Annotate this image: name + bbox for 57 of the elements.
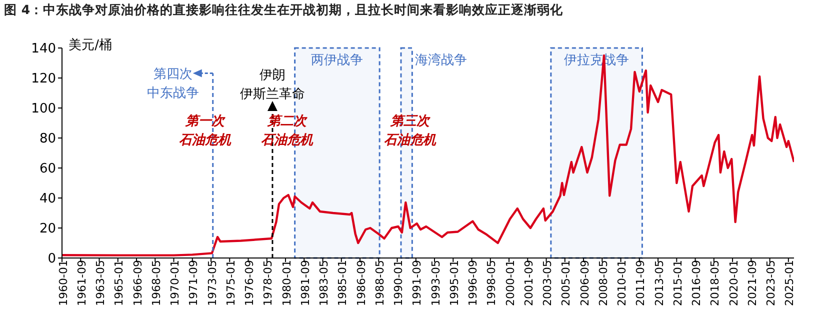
x-tick-label: 1970-01 xyxy=(168,260,182,306)
x-tick-label: 2005-01 xyxy=(560,260,573,306)
y-tick-label: 60 xyxy=(39,162,56,177)
annotation: 第三次石油危机 xyxy=(383,113,438,150)
x-tick-label: 1988-05 xyxy=(373,260,386,306)
annotation: 第二次石油危机 xyxy=(260,113,314,150)
x-tick-label: 2010-01 xyxy=(616,260,629,306)
x-tick-label: 1961-09 xyxy=(75,260,88,306)
x-tick-label: 2000-01 xyxy=(504,260,517,306)
x-tick-label: 1985-01 xyxy=(336,260,350,306)
x-tick-label: 2003-05 xyxy=(541,260,554,306)
x-tick-label: 1995-01 xyxy=(448,260,461,306)
x-tick-label: 1980-01 xyxy=(280,260,294,306)
x-tick-label: 1986-09 xyxy=(354,260,368,306)
y-tick-label: 140 xyxy=(31,42,56,57)
x-tick-label: 1963-05 xyxy=(94,260,108,306)
ref-line-label: 第四次中东战争 xyxy=(146,67,199,102)
x-tick-label: 2021-09 xyxy=(746,260,759,306)
y-tick-label: 100 xyxy=(31,102,56,117)
x-tick-label: 1993-05 xyxy=(429,260,442,306)
ref-line-label: 伊朗伊斯兰革命 xyxy=(240,67,305,102)
x-tick-label: 1966-09 xyxy=(131,260,144,306)
x-tick-label: 2025-01 xyxy=(783,260,796,306)
x-tick-label: 2006-09 xyxy=(578,260,592,306)
x-tick-label: 2020-01 xyxy=(727,260,740,306)
x-tick-label: 1968-05 xyxy=(150,260,163,306)
x-tick-label: 1975-01 xyxy=(224,260,238,306)
x-tick-label: 2016-09 xyxy=(690,260,704,306)
x-tick-label: 2013-05 xyxy=(652,260,666,306)
annotation: 第一次石油危机 xyxy=(178,113,232,150)
y-tick-label: 80 xyxy=(39,132,56,147)
x-tick-label: 1996-09 xyxy=(466,260,480,306)
y-tick-label: 0 xyxy=(48,252,56,267)
x-tick-label: 1976-09 xyxy=(243,260,256,306)
x-tick-label: 2023-05 xyxy=(764,260,778,306)
x-tick-label: 2015-01 xyxy=(671,260,684,306)
x-tick-label: 1973-05 xyxy=(206,260,219,306)
x-tick-label: 1971-09 xyxy=(187,260,200,306)
y-axis-title: 美元/桶 xyxy=(68,37,112,54)
x-tick-label: 2018-05 xyxy=(708,260,722,306)
band-label: 两伊战争 xyxy=(311,53,364,68)
x-tick-label: 1990-01 xyxy=(392,260,406,306)
y-tick-label: 40 xyxy=(39,192,56,207)
x-tick-label: 1965-01 xyxy=(112,260,126,306)
x-tick-label: 2001-09 xyxy=(522,260,536,306)
chart-title: 图 4：中东战争对原油价格的直接影响往往发生在开战初期，且拉长时间来看影响效应正逐渐弱化 xyxy=(4,2,564,19)
y-tick-label: 20 xyxy=(39,222,56,237)
band-label: 海湾战争 xyxy=(415,52,468,68)
x-tick-label: 1998-05 xyxy=(485,260,498,306)
x-tick-label: 2008-05 xyxy=(596,260,610,306)
x-tick-label: 2011-09 xyxy=(634,260,648,306)
x-tick-label: 1978-05 xyxy=(262,260,275,306)
x-tick-label: 1983-05 xyxy=(318,260,331,306)
x-tick-label: 1960-01 xyxy=(56,260,70,306)
y-tick-label: 120 xyxy=(31,72,56,87)
x-tick-label: 1991-09 xyxy=(410,260,424,306)
x-tick-label: 1981-09 xyxy=(298,260,312,306)
